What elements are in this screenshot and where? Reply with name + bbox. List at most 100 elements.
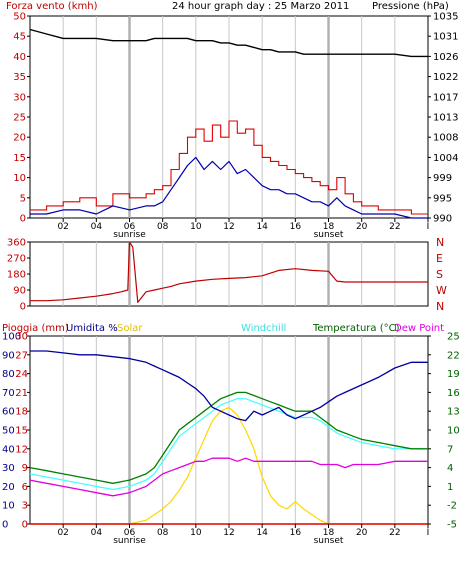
- direction-y-label: 180: [7, 270, 26, 281]
- sun-band: [327, 242, 330, 306]
- x-tick-label: 04: [91, 222, 103, 232]
- series-windchill: [29, 398, 428, 491]
- sun-band: [327, 16, 330, 218]
- temp-y-label: 1: [447, 482, 453, 493]
- temp-y-label: 22: [447, 350, 460, 361]
- rain-y-label: 21: [15, 388, 28, 399]
- legend-humidity: Umidita %: [66, 323, 118, 334]
- rain-y-label: 24: [15, 369, 28, 380]
- pressure-y-label: 1026: [433, 52, 458, 63]
- direction-y-label: 90: [13, 286, 26, 297]
- temp-y-label: 19: [447, 369, 460, 380]
- sun-band: [128, 242, 131, 306]
- series-dew-point: [29, 457, 428, 497]
- x-tick-label: 22: [389, 528, 400, 538]
- rain-y-label: 6: [22, 482, 28, 493]
- temp-y-label: 10: [447, 426, 460, 437]
- temp-y-label: -5: [447, 520, 457, 531]
- rain-y-label: 27: [15, 350, 28, 361]
- x-tick-label: 22: [389, 222, 400, 232]
- sun-band: [128, 336, 131, 524]
- sun-band: [128, 16, 131, 218]
- pressure-y-label: 1022: [433, 72, 458, 83]
- compass-label: E: [436, 252, 443, 265]
- humidity-y-label: 80: [2, 369, 15, 380]
- compass-label: N: [436, 300, 444, 313]
- x-tick-label: 06: [124, 528, 136, 538]
- legend-dew-point: Dew Point: [394, 323, 444, 334]
- direction-y-label: 0: [20, 302, 26, 313]
- humidity-y-label: 10: [2, 501, 15, 512]
- humidity-y-label: 40: [2, 444, 15, 455]
- rain-y-label: 0: [22, 520, 28, 531]
- x-tick-label: 08: [157, 222, 169, 232]
- series-humidity: [30, 350, 428, 422]
- temp-y-label: 7: [447, 444, 453, 455]
- legend-windchill: Windchill: [241, 323, 286, 334]
- temp-y-label: 4: [447, 463, 453, 474]
- rain-y-label: 30: [15, 332, 28, 343]
- temp-y-label: 13: [447, 407, 460, 418]
- humidity-y-label: 30: [2, 463, 15, 474]
- humidity-y-label: 100: [2, 332, 21, 343]
- sunrise-label: sunrise: [113, 230, 146, 240]
- pressure-y-label: 1035: [433, 12, 458, 23]
- wind-y-label: 0: [20, 214, 26, 225]
- humidity-y-label: 20: [2, 482, 15, 493]
- rain-y-label: 3: [22, 501, 28, 512]
- direction-y-label: 270: [7, 254, 26, 265]
- pressure-axis-label: Pressione (hPa): [372, 1, 449, 12]
- pressure-y-label: 995: [433, 193, 452, 204]
- pressure-y-label: 1008: [433, 133, 458, 144]
- pressure-y-label: 1004: [433, 153, 458, 164]
- chart-title: 24 hour graph day : 25 Marzo 2011: [172, 1, 349, 12]
- x-tick-label: 16: [290, 222, 302, 232]
- legend-solar: Solar: [117, 323, 143, 334]
- wind-y-label: 50: [13, 12, 26, 23]
- x-tick-label: 06: [124, 222, 136, 232]
- x-tick-label: 10: [190, 528, 202, 538]
- wind-y-label: 30: [13, 92, 26, 103]
- series-wind-avg: [30, 156, 428, 219]
- series-wind-gust: [30, 120, 428, 215]
- humidity-y-label: 50: [2, 426, 15, 437]
- sunset-label: sunset: [314, 536, 344, 546]
- wind-y-label: 45: [13, 32, 26, 43]
- x-tick-label: I: [427, 222, 430, 232]
- temp-y-label: 16: [447, 388, 460, 399]
- pressure-y-label: 1017: [433, 92, 458, 103]
- pressure-y-label: 1013: [433, 113, 458, 124]
- compass-label: S: [436, 268, 443, 281]
- humidity-y-label: 70: [2, 388, 15, 399]
- x-tick-label: 20: [356, 222, 368, 232]
- x-tick-label: 02: [57, 528, 68, 538]
- humidity-y-label: 0: [2, 520, 8, 531]
- sunrise-label: sunrise: [113, 536, 146, 546]
- sunset-label: sunset: [314, 230, 344, 240]
- pressure-y-label: 1031: [433, 32, 458, 43]
- rain-y-label: 18: [15, 407, 28, 418]
- x-tick-label: 12: [223, 222, 234, 232]
- wind-y-label: 25: [13, 113, 26, 124]
- x-tick-label: 12: [223, 528, 234, 538]
- legend-temperature: Temperatura (°C): [312, 323, 400, 334]
- x-tick-label: 04: [91, 528, 103, 538]
- x-tick-label: 14: [256, 222, 268, 232]
- x-tick-label: 08: [157, 528, 169, 538]
- rain-y-label: 9: [22, 463, 28, 474]
- wind-y-label: 15: [13, 153, 26, 164]
- x-tick-label: 10: [190, 222, 202, 232]
- humidity-y-label: 60: [2, 407, 15, 418]
- x-tick-label: 18: [323, 528, 335, 538]
- x-tick-label: I: [427, 528, 430, 538]
- compass-label: W: [436, 284, 447, 297]
- temp-y-label: 25: [447, 332, 460, 343]
- legend-rain: Pioggia (mm): [2, 323, 69, 334]
- wind-y-label: 40: [13, 52, 26, 63]
- x-tick-label: 14: [256, 528, 268, 538]
- wind-y-label: 5: [20, 193, 26, 204]
- pressure-y-label: 999: [433, 173, 452, 184]
- temp-y-label: -2: [447, 501, 457, 512]
